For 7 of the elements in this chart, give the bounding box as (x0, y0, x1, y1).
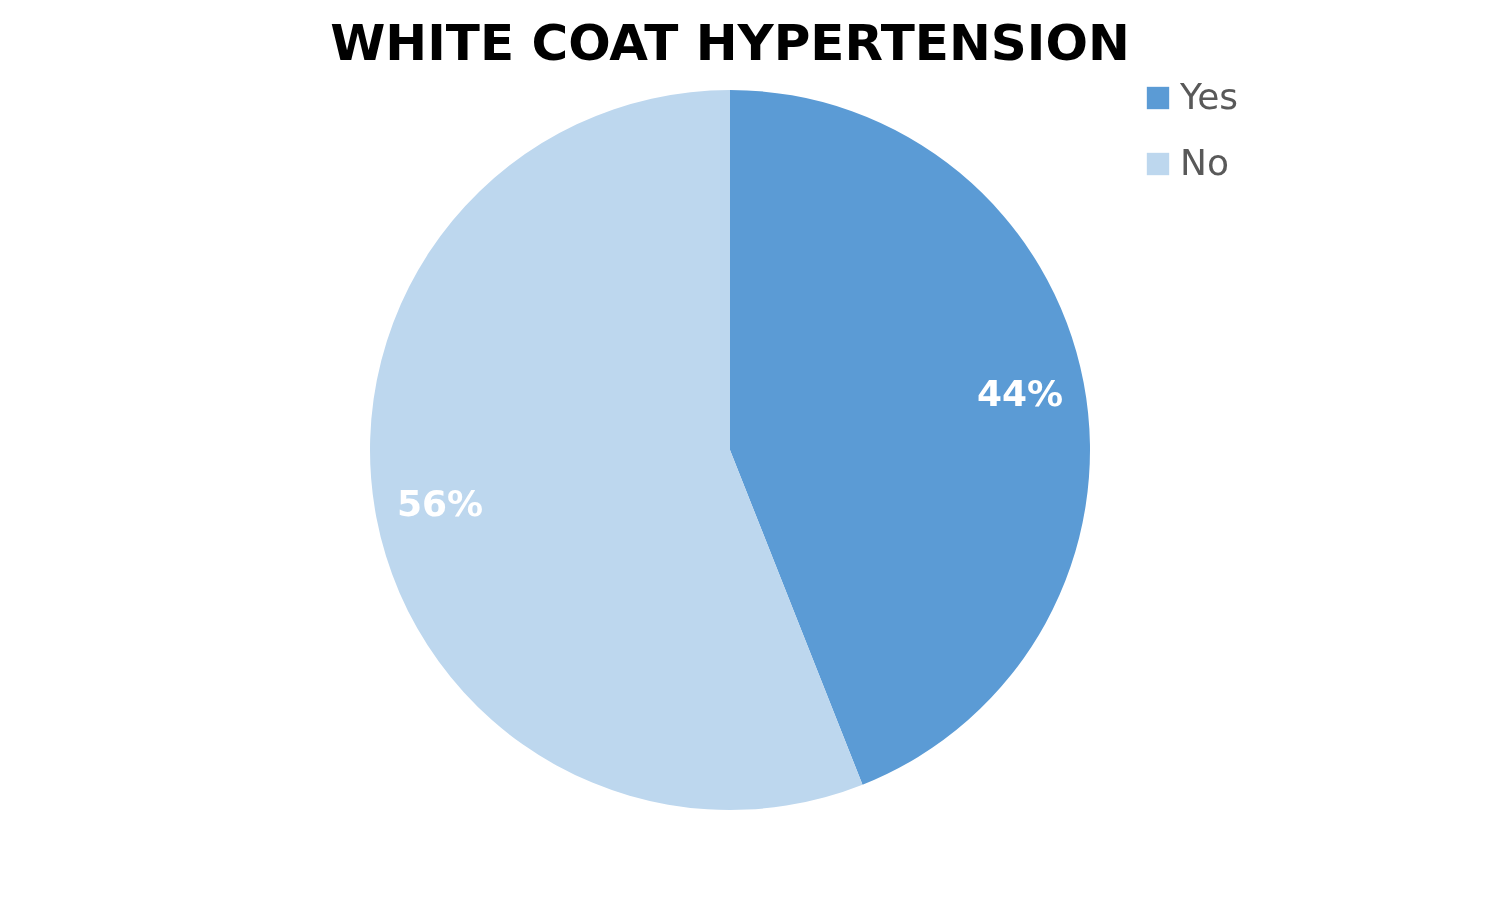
legend-label: Yes (1179, 76, 1239, 117)
pie-slice (370, 90, 863, 810)
legend-label: No (1180, 142, 1229, 183)
pie-slice (730, 90, 1090, 785)
data-label: 44% (976, 372, 1064, 414)
chart-title: WHITE COAT HYPERTENSION (330, 14, 1130, 72)
data-label: 56% (396, 483, 484, 525)
